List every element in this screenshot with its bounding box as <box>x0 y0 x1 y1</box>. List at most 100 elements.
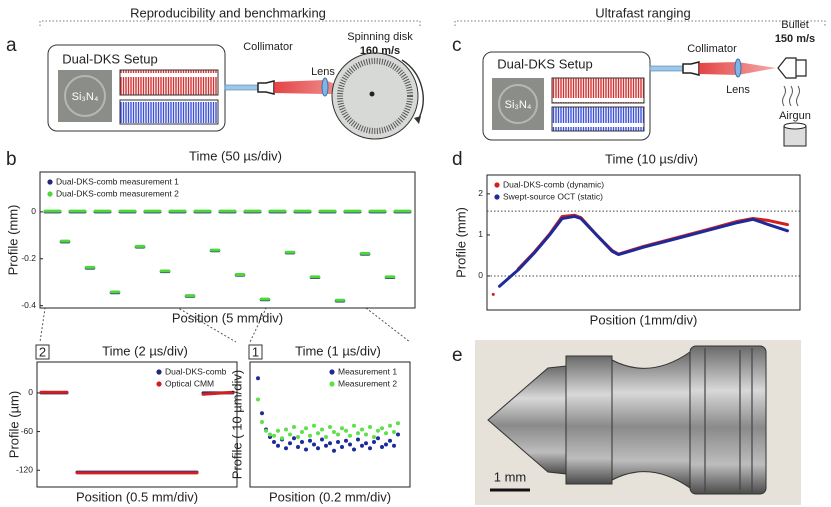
point <box>392 443 396 448</box>
legend-marker <box>47 191 53 197</box>
legend-label: Dual-DKS-comb measurement 2 <box>56 188 179 198</box>
point <box>360 427 364 432</box>
heading: Reproducibility and benchmarking <box>130 5 326 20</box>
point <box>336 440 340 444</box>
chart-title: Time (2 µs/div) <box>102 343 188 358</box>
point <box>388 438 392 443</box>
point <box>348 442 352 447</box>
y-tick-label: 0 <box>31 206 36 216</box>
panel-letter: d <box>452 149 463 170</box>
point <box>284 427 288 432</box>
motion-lines <box>782 85 800 107</box>
point <box>332 430 336 434</box>
chart: Time (1 µs/div) 1 Position (0.2 mm/div) Pro… <box>229 343 411 504</box>
legend-marker <box>156 369 162 375</box>
point <box>340 426 344 431</box>
point <box>324 443 328 448</box>
point <box>364 441 368 446</box>
point <box>336 432 340 437</box>
point <box>328 441 332 446</box>
point <box>396 432 400 437</box>
waveform <box>551 77 645 104</box>
target-label: Spinning disk <box>347 31 413 43</box>
collimator-label: Collimator <box>243 41 293 53</box>
point <box>284 446 288 451</box>
airgun-barrel <box>783 126 807 147</box>
point <box>288 441 292 446</box>
chip-image <box>492 78 544 130</box>
point <box>344 428 348 433</box>
y-tick-label: -60 <box>21 426 34 436</box>
legend-marker <box>156 381 162 387</box>
lens <box>321 77 329 97</box>
fiber <box>224 84 259 91</box>
point <box>316 446 320 451</box>
point <box>280 436 284 441</box>
series-line <box>201 390 235 396</box>
point <box>348 433 352 438</box>
point <box>360 443 364 448</box>
y-tick-label: 2 <box>478 188 483 198</box>
point <box>276 428 280 433</box>
lens-label: Lens <box>726 84 750 96</box>
x-axis-label: Position (0.2 mm/div) <box>269 489 391 504</box>
y-tick-label: 0 <box>478 270 483 280</box>
speed-label: 160 m/s <box>360 45 400 57</box>
inset-label: 1 <box>252 344 259 359</box>
panel-letter: c <box>452 35 462 56</box>
point <box>384 442 388 447</box>
inset-label-box <box>35 344 50 360</box>
y-tick-label: -0.2 <box>21 253 36 263</box>
lens <box>734 58 742 78</box>
series-line <box>498 214 789 288</box>
airgun-mouth <box>783 122 807 130</box>
legend-label: Dual-DKS-comb (dynamic) <box>503 179 604 189</box>
panel-letter: a <box>6 35 17 56</box>
point <box>316 431 320 436</box>
setup-diagram: Dual-DKS Setup Si₃N₄ Collimator Lens Bul… <box>482 19 815 147</box>
point <box>296 445 300 449</box>
fiber <box>649 65 684 72</box>
x-axis-label: Position (1mm/div) <box>590 312 698 327</box>
point <box>260 411 264 416</box>
y-axis-label: Profile (mm) <box>453 207 468 278</box>
disk-axis <box>369 91 375 97</box>
waveform <box>551 106 645 132</box>
bullet-photo: 1 mm <box>475 340 801 505</box>
panel-letter: b <box>6 149 17 170</box>
target-label: Bullet <box>781 19 809 31</box>
speed-label: 150 m/s <box>775 33 815 45</box>
y-tick-label: 1 <box>478 229 483 239</box>
waveform <box>119 99 219 125</box>
point <box>364 432 368 437</box>
point <box>276 443 280 448</box>
setup-label: Dual-DKS Setup <box>62 51 157 66</box>
point <box>384 431 388 436</box>
plot-frame <box>39 171 416 309</box>
y-axis-label: Profile ( 10 µm/div) <box>229 370 244 479</box>
chart: Time (10 µs/div) Position (1mm/div) Profil… <box>453 151 801 327</box>
inset-label: 2 <box>39 344 46 359</box>
point <box>376 436 380 441</box>
bullet-icon <box>777 57 807 79</box>
point <box>300 430 304 434</box>
point <box>304 447 308 452</box>
point <box>372 440 376 444</box>
legend-marker <box>47 179 53 185</box>
legend-label: Dual-DKS-comb <box>165 366 227 376</box>
point <box>312 423 316 428</box>
point <box>392 430 396 434</box>
point <box>380 426 384 431</box>
legend-marker <box>329 369 335 375</box>
y-tick-label: 0 <box>28 387 33 397</box>
point <box>356 431 360 436</box>
chip-ring <box>64 75 106 117</box>
chip-ring <box>498 84 538 124</box>
disk-grating <box>337 58 413 134</box>
point <box>372 435 376 439</box>
chart-title: Time (50 µs/div) <box>189 148 282 163</box>
point <box>272 433 276 438</box>
bullet-head <box>565 355 613 485</box>
point <box>320 437 324 442</box>
